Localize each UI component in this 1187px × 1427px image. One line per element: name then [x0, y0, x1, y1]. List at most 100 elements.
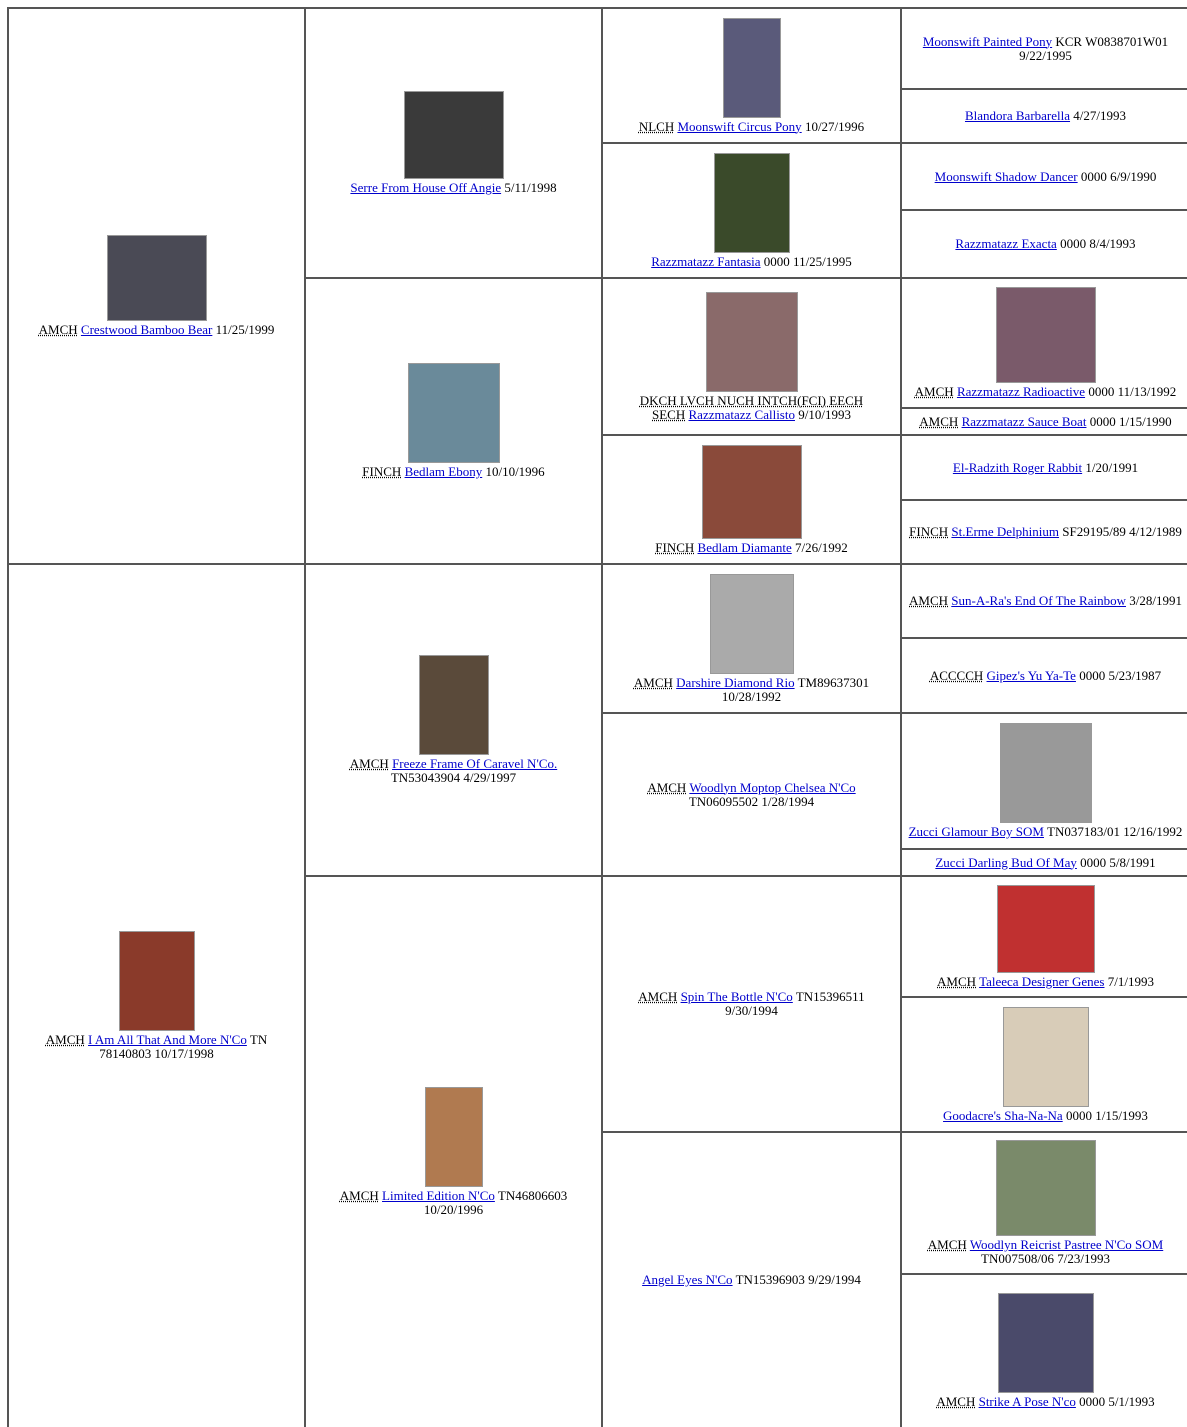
dog-link[interactable]: Razzmatazz Radioactive: [956, 384, 1086, 399]
dog-link[interactable]: Razzmatazz Callisto: [688, 406, 795, 422]
dog-link[interactable]: Gipez's Yu Ya-Te: [986, 667, 1076, 683]
dog-entry: Zucci Glamour Boy SOM TN037183/01 12/16/…: [902, 825, 1187, 839]
dog-link[interactable]: Darshire Diamond Rio: [676, 674, 795, 690]
title: AMCH: [937, 973, 977, 989]
pedigree-cell: AMCH Spin The Bottle N'Co TN15396511 9/3…: [601, 875, 900, 1131]
title: AMCH: [914, 384, 954, 399]
dog-link[interactable]: Blandora Barbarella: [964, 108, 1071, 123]
dog-entry: AMCH Darshire Diamond Rio TM89637301 10/…: [618, 674, 885, 704]
dog-entry: AMCH Woodlyn Moptop Chelsea N'Co TN06095…: [618, 779, 885, 809]
pedigree-cell: AMCH Taleeca Designer Genes 7/1/1993: [900, 875, 1187, 996]
dog-info: TM89637301 10/28/1992: [721, 674, 870, 704]
dog-info: TN46806603 10/20/1996: [423, 1188, 568, 1217]
dog-entry: AMCH Razzmatazz Sauce Boat 0000 1/15/199…: [902, 413, 1187, 429]
dog-entry: El-Radzith Roger Rabbit 1/20/1991: [902, 459, 1187, 475]
pedigree-cell: AMCH Woodlyn Reicrist Pastree N'Co SOM T…: [900, 1131, 1187, 1273]
title: FINCH: [909, 524, 949, 539]
dog-link[interactable]: Razzmatazz Sauce Boat: [961, 413, 1087, 429]
dog-link[interactable]: El-Radzith Roger Rabbit: [952, 459, 1083, 475]
dog-photo: [995, 287, 1096, 383]
title: NLCH: [638, 118, 675, 134]
dog-info: 4/27/1993: [1073, 108, 1127, 123]
dog-link[interactable]: Woodlyn Reicrist Pastree N'Co SOM: [969, 1237, 1164, 1252]
dog-entry: NLCH Moonswift Circus Pony 10/27/1996: [635, 118, 868, 134]
dog-photo: [713, 152, 790, 253]
pedigree-cell: Goodacre's Sha-Na-Na 0000 1/15/1993: [900, 996, 1187, 1131]
dog-info: 0000 5/23/1987: [1079, 667, 1162, 683]
title: AMCH: [349, 756, 389, 771]
dog-link[interactable]: Strike A Pose N'co: [978, 1394, 1076, 1409]
dog-photo: [118, 931, 195, 1031]
dog-info: 0000 1/15/1993: [1065, 1107, 1148, 1123]
dog-link[interactable]: Sun-A-Ra's End Of The Rainbow: [951, 593, 1126, 608]
pedigree-cell: Zucci Darling Bud Of May 0000 5/8/1991: [900, 848, 1187, 875]
dog-info: 11/25/1999: [215, 322, 275, 337]
dog-info: TN007508/06 7/23/1993: [981, 1251, 1110, 1266]
pedigree-cell: AMCH Limited Edition N'Co TN46806603 10/…: [304, 875, 601, 1427]
dog-entry: Blandora Barbarella 4/27/1993: [902, 109, 1187, 123]
dog-info: 0000 5/8/1991: [1080, 854, 1156, 870]
pedigree-cell: FINCH St.Erme Delphinium SF29195/89 4/12…: [900, 499, 1187, 563]
title: AMCH: [45, 1032, 85, 1047]
dog-info: 7/26/1992: [795, 539, 848, 555]
dog-link[interactable]: Freeze Frame Of Caravel N'Co.: [392, 756, 558, 771]
dog-link[interactable]: Zucci Glamour Boy SOM: [908, 824, 1044, 839]
dog-info: 0000 6/9/1990: [1080, 168, 1157, 184]
pedigree-cell: DKCH LVCH NUCH INTCH(FCI) EECH SECH Razz…: [601, 277, 900, 434]
pedigree-cell: AMCH Freeze Frame Of Caravel N'Co. TN530…: [304, 563, 601, 875]
dog-link[interactable]: Bedlam Ebony: [404, 464, 483, 479]
dog-link[interactable]: Moonswift Shadow Dancer: [934, 168, 1078, 184]
pedigree-cell: Blandora Barbarella 4/27/1993: [900, 88, 1187, 142]
dog-entry: Serre From House Off Angie 5/11/1998: [346, 181, 560, 195]
dog-entry: AMCH Sun-A-Ra's End Of The Rainbow 3/28/…: [902, 594, 1187, 608]
pedigree-cell: AMCH Razzmatazz Sauce Boat 0000 1/15/199…: [900, 407, 1187, 434]
dog-entry: FINCH Bedlam Diamante 7/26/1992: [651, 539, 851, 555]
dog-photo: [995, 1140, 1096, 1236]
title: AMCH: [919, 413, 959, 429]
dog-photo: [996, 884, 1095, 973]
dog-info: 0000 11/25/1995: [763, 253, 852, 269]
dog-link[interactable]: Serre From House Off Angie: [350, 180, 502, 195]
dog-link[interactable]: Angel Eyes N'Co: [642, 1272, 733, 1287]
dog-info: TN06095502 1/28/1994: [688, 793, 815, 809]
dog-entry: AMCH Limited Edition N'Co TN46806603 10/…: [321, 1189, 586, 1217]
pedigree-cell: ACCCCH Gipez's Yu Ya-Te 0000 5/23/1987: [900, 637, 1187, 712]
dog-photo: [709, 573, 794, 674]
dog-link[interactable]: Woodlyn Moptop Chelsea N'Co: [689, 779, 856, 795]
title: AMCH: [633, 674, 673, 690]
dog-info: 9/10/1993: [798, 406, 851, 422]
pedigree-cell: AMCH I Am All That And More N'Co TN 7814…: [7, 563, 304, 1427]
dog-entry: ACCCCH Gipez's Yu Ya-Te 0000 5/23/1987: [902, 667, 1187, 683]
dog-info: 7/1/1993: [1107, 973, 1154, 989]
dog-entry: Moonswift Painted Pony KCR W0838701W01 9…: [902, 33, 1187, 63]
dog-info: 10/10/1996: [485, 464, 545, 479]
title: AMCH: [638, 989, 678, 1004]
pedigree-cell: AMCH Crestwood Bamboo Bear 11/25/1999: [7, 7, 304, 563]
pedigree-cell: AMCH Woodlyn Moptop Chelsea N'Co TN06095…: [601, 712, 900, 875]
pedigree-cell: Serre From House Off Angie 5/11/1998: [304, 7, 601, 277]
dog-link[interactable]: Spin The Bottle N'Co: [680, 989, 793, 1004]
dog-link[interactable]: Moonswift Circus Pony: [677, 118, 802, 134]
dog-link[interactable]: Taleeca Designer Genes: [979, 973, 1105, 989]
pedigree-cell: Razzmatazz Fantasia 0000 11/25/1995: [601, 142, 900, 277]
dog-link[interactable]: Crestwood Bamboo Bear: [80, 322, 213, 337]
dog-link[interactable]: Razzmatazz Exacta: [955, 236, 1057, 251]
dog-link[interactable]: Zucci Darling Bud Of May: [935, 854, 1077, 870]
pedigree-cell: Razzmatazz Exacta 0000 8/4/1993: [900, 209, 1187, 277]
dog-info: 10/27/1996: [804, 118, 865, 134]
dog-link[interactable]: Moonswift Painted Pony: [922, 33, 1053, 49]
dog-info: TN15396903 9/29/1994: [735, 1272, 861, 1287]
dog-link[interactable]: I Am All That And More N'Co: [88, 1032, 247, 1047]
dog-link[interactable]: Razzmatazz Fantasia: [651, 253, 761, 269]
dog-info: TN53043904 4/29/1997: [390, 770, 517, 785]
dog-info: 0000 5/1/1993: [1079, 1394, 1155, 1409]
dog-link[interactable]: Goodacre's Sha-Na-Na: [943, 1107, 1063, 1123]
dog-photo: [705, 291, 798, 392]
dog-link[interactable]: Limited Edition N'Co: [382, 1188, 495, 1203]
pedigree-cell: NLCH Moonswift Circus Pony 10/27/1996: [601, 7, 900, 142]
dog-link[interactable]: St.Erme Delphinium: [951, 524, 1060, 539]
dog-entry: DKCH LVCH NUCH INTCH(FCI) EECH SECH Razz…: [618, 393, 885, 422]
dog-link[interactable]: Bedlam Diamante: [697, 539, 792, 555]
dog-photo: [1002, 1006, 1089, 1107]
